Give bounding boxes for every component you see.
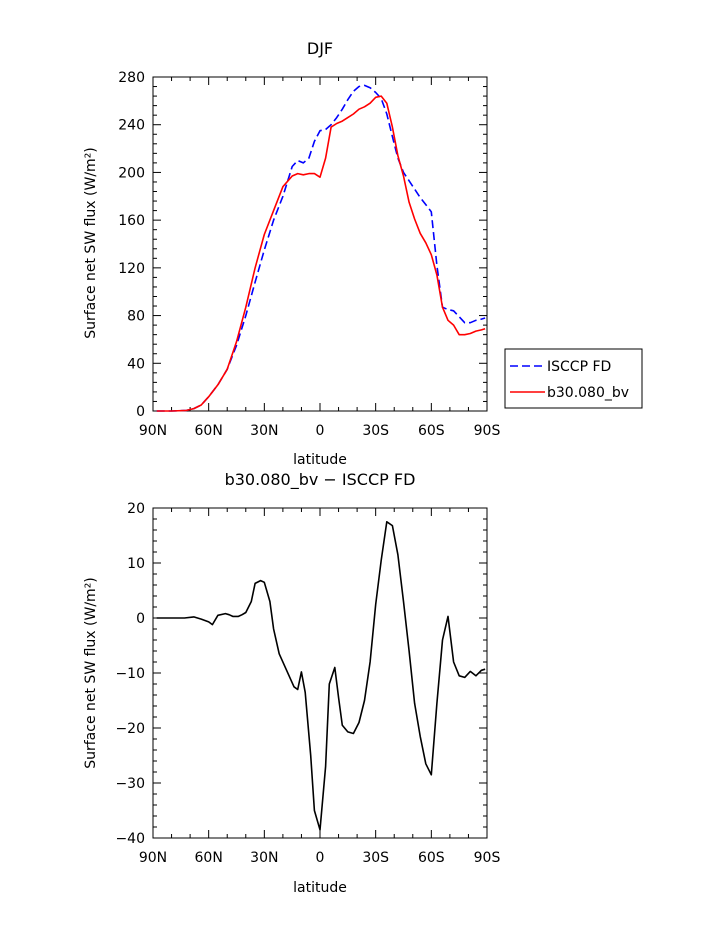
chart-top-x-tick-label: 90N [139,423,167,439]
chart-bottom-x-tick-label: 60N [195,850,223,866]
chart-top-x-tick-label: 30N [250,423,278,439]
chart-top-x-tick-label: 60N [195,423,223,439]
chart-top-y-tick-label: 40 [127,356,145,372]
chart-top-series-0-line [156,84,486,412]
chart-top: DJF 90N 60N 30N 0 30S 60S 90S 0 40 80 120 160 200 240… [83,39,643,468]
chart-bottom-x-tick-label: 30S [362,850,389,866]
chart-bottom-y-tick-label: 20 [127,501,145,517]
chart-top-x-label: latitude [293,452,347,468]
chart-bottom-ticks: 90N 60N 30N 0 30S 60S 90S −40 −30 −20 −10 0 10 20 [115,501,500,866]
chart-bottom-x-tick-label: 60S [418,850,445,866]
chart-bottom-y-tick-label: −10 [115,666,145,682]
chart-top-y-tick-label: 200 [118,165,145,181]
chart-top-y-tick-label: 280 [118,70,145,86]
chart-top-x-tick-label: 60S [418,423,445,439]
chart-top-y-tick-label: 120 [118,261,145,277]
chart-bottom-title: b30.080_bv − ISCCP FD [225,470,416,490]
chart-bottom-y-label: Surface net SW flux (W/m²) [83,577,99,769]
chart-bottom: b30.080_bv − ISCCP FD 90N 60N 30N 0 30S 60S 90… [83,470,500,896]
chart-top-title: DJF [307,39,333,58]
chart-top-y-tick-label: 80 [127,309,145,325]
chart-top-ticks: 90N 60N 30N 0 30S 60S 90S 0 40 80 120 160 200 240 280 [118,70,500,439]
chart-bottom-series-0-line [156,520,486,831]
chart-bottom-y-tick-label: −30 [115,776,145,792]
chart-top-y-label: Surface net SW flux (W/m²) [83,147,99,339]
chart-top-x-tick-label: 90S [474,423,501,439]
chart-top-x-tick-label: 0 [316,423,325,439]
chart-bottom-x-label: latitude [293,880,347,896]
chart-top-y-tick-label: 160 [118,213,145,229]
chart-top-series [156,84,486,412]
chart-top-legend: ISCCP FD b30.080_bv [504,348,643,409]
legend-box [504,348,643,409]
chart-bottom-y-tick-label: −20 [115,721,145,737]
chart-top-y-tick-label: 0 [136,404,145,420]
chart-top-y-tick-label: 240 [118,118,145,134]
legend-label-model: b30.080_bv [547,385,629,401]
chart-top-x-tick-label: 30S [362,423,389,439]
chart-bottom-series [156,520,486,831]
chart-bottom-y-tick-label: 0 [136,611,145,627]
chart-bottom-x-tick-label: 90S [474,850,501,866]
legend-label-isccp: ISCCP FD [547,359,611,375]
chart-bottom-y-tick-label: −40 [115,831,145,847]
chart-bottom-x-tick-label: 30N [250,850,278,866]
chart-top-series-1-line [156,95,486,412]
chart-bottom-x-tick-label: 0 [316,850,325,866]
chart-bottom-x-tick-label: 90N [139,850,167,866]
chart-bottom-y-tick-label: 10 [127,556,145,572]
